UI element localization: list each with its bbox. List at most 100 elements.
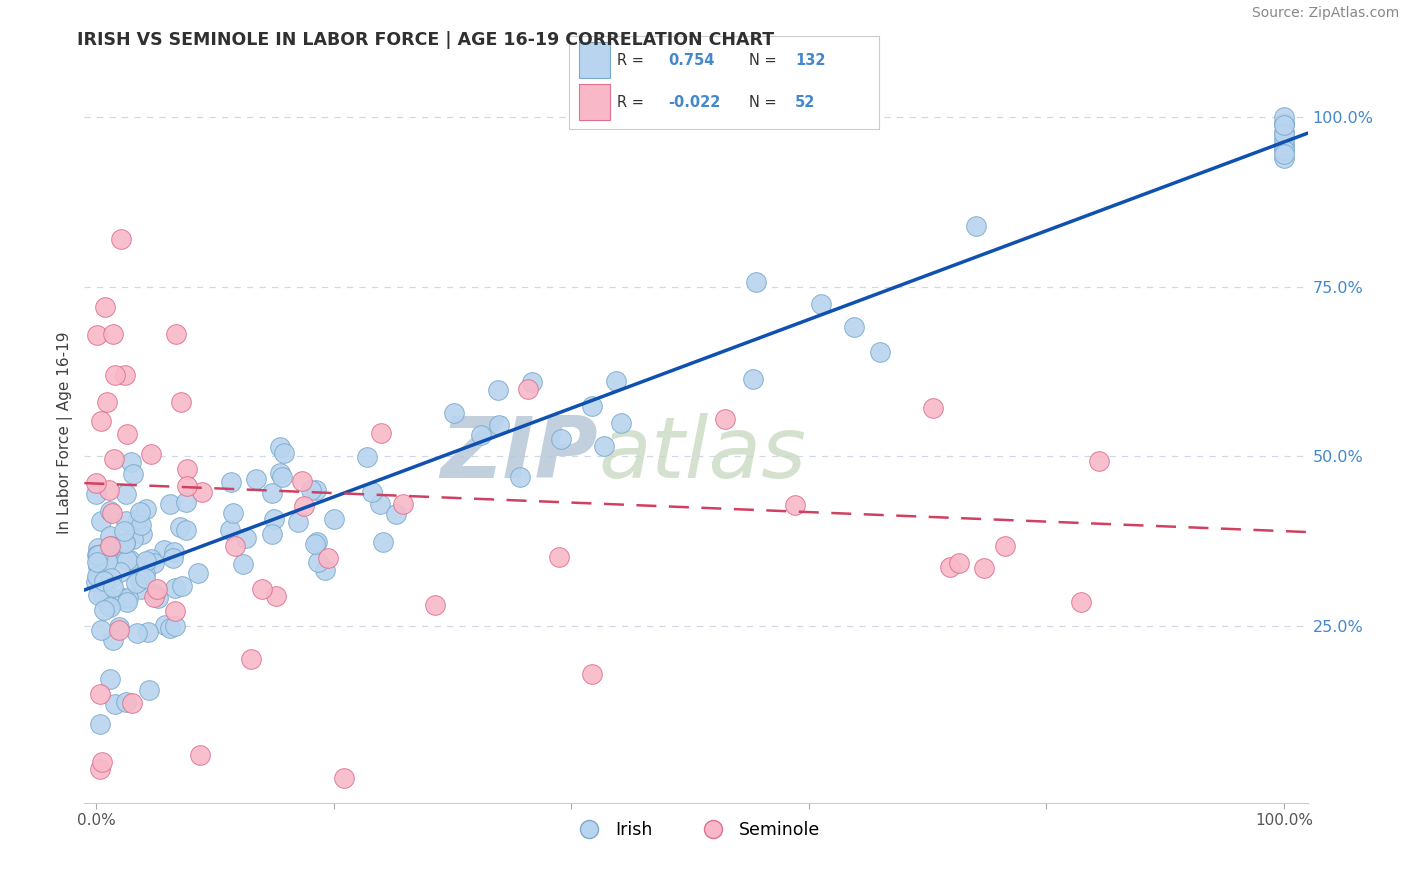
Point bbox=[165, 327, 187, 342]
Point bbox=[110, 566, 132, 580]
Point bbox=[509, 470, 531, 484]
Point bbox=[322, 512, 344, 526]
Point bbox=[262, 526, 284, 541]
Point bbox=[87, 548, 110, 562]
Point bbox=[90, 547, 112, 561]
Point bbox=[292, 499, 315, 513]
Point bbox=[145, 582, 167, 597]
Point bbox=[316, 550, 339, 565]
Point bbox=[114, 535, 136, 549]
Point bbox=[159, 621, 181, 635]
Point bbox=[87, 541, 110, 556]
Point bbox=[314, 563, 336, 577]
Point bbox=[869, 344, 891, 359]
Point bbox=[136, 625, 159, 640]
Point bbox=[240, 652, 263, 666]
Point bbox=[98, 504, 121, 518]
Point bbox=[90, 623, 112, 637]
Point bbox=[114, 536, 136, 550]
Point bbox=[98, 590, 121, 604]
Text: N =: N = bbox=[749, 53, 776, 68]
Point bbox=[548, 550, 571, 565]
Point bbox=[139, 552, 162, 566]
Point bbox=[101, 506, 124, 520]
Point bbox=[224, 539, 246, 553]
Point bbox=[1070, 595, 1092, 609]
Point bbox=[104, 698, 127, 712]
Point bbox=[305, 534, 328, 549]
Point bbox=[270, 470, 292, 484]
Point bbox=[291, 474, 314, 488]
Point bbox=[86, 574, 108, 589]
Point bbox=[84, 476, 107, 491]
Point bbox=[143, 556, 166, 570]
Point bbox=[90, 514, 112, 528]
Point bbox=[165, 604, 187, 618]
Point bbox=[129, 517, 152, 532]
Point bbox=[100, 539, 122, 553]
Point bbox=[115, 487, 138, 501]
Point bbox=[443, 406, 465, 420]
Point bbox=[84, 487, 107, 501]
Point bbox=[98, 529, 121, 543]
Point bbox=[186, 566, 208, 581]
Text: 52: 52 bbox=[796, 95, 815, 110]
Text: Source: ZipAtlas.com: Source: ZipAtlas.com bbox=[1251, 6, 1399, 21]
Point bbox=[89, 762, 111, 776]
Point bbox=[110, 232, 132, 246]
Point bbox=[842, 319, 865, 334]
Point bbox=[305, 483, 328, 498]
Point bbox=[101, 633, 124, 648]
Point bbox=[152, 542, 174, 557]
Point bbox=[1272, 128, 1295, 142]
Point bbox=[188, 748, 211, 763]
Point bbox=[392, 497, 415, 511]
Point bbox=[169, 520, 191, 534]
Point bbox=[1272, 125, 1295, 139]
Point bbox=[1272, 132, 1295, 146]
Point bbox=[131, 526, 153, 541]
Point bbox=[111, 591, 134, 605]
Point bbox=[370, 425, 392, 440]
Text: 132: 132 bbox=[796, 53, 825, 68]
Point bbox=[218, 523, 240, 537]
Point bbox=[94, 300, 117, 314]
Point bbox=[742, 372, 765, 386]
Point bbox=[90, 755, 112, 769]
Point bbox=[107, 620, 129, 634]
Point bbox=[170, 579, 193, 593]
Point bbox=[115, 553, 138, 567]
Point bbox=[98, 672, 121, 686]
Point bbox=[262, 486, 284, 500]
Point bbox=[93, 603, 115, 617]
Point bbox=[269, 466, 291, 480]
Point bbox=[100, 600, 122, 615]
Point bbox=[222, 506, 245, 520]
Point bbox=[486, 383, 509, 397]
Point bbox=[90, 414, 112, 428]
Point bbox=[96, 554, 118, 568]
Text: atlas: atlas bbox=[598, 413, 806, 496]
Point bbox=[250, 582, 273, 596]
Point bbox=[139, 447, 162, 461]
Point bbox=[162, 551, 184, 566]
Point bbox=[333, 771, 356, 785]
Point bbox=[127, 512, 149, 526]
Point bbox=[921, 401, 943, 415]
Point bbox=[176, 462, 198, 476]
Point bbox=[115, 695, 138, 709]
Point bbox=[1088, 454, 1111, 468]
Text: N =: N = bbox=[749, 95, 776, 110]
Point bbox=[86, 327, 108, 342]
Point bbox=[176, 478, 198, 492]
Point bbox=[1272, 136, 1295, 151]
Point bbox=[307, 555, 329, 569]
Point bbox=[191, 484, 214, 499]
Point bbox=[131, 582, 153, 596]
Point bbox=[108, 538, 131, 552]
Point bbox=[98, 539, 121, 553]
Point bbox=[810, 297, 832, 311]
Point bbox=[122, 533, 145, 547]
Point bbox=[97, 599, 120, 613]
Point bbox=[783, 498, 806, 512]
